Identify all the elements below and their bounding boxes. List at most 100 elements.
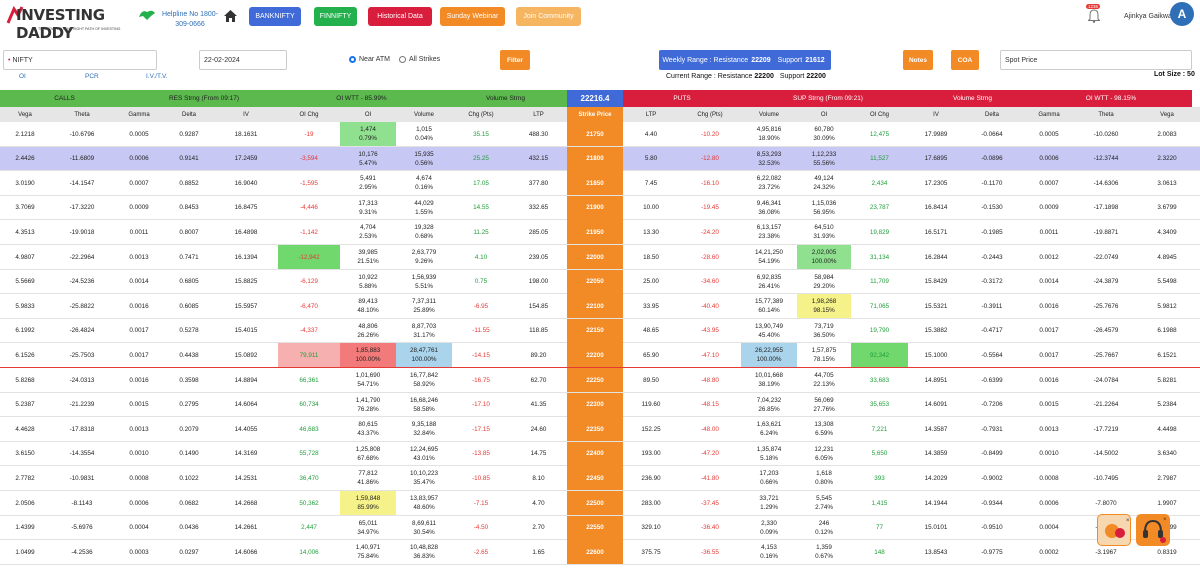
- put-vega-cell: 3.6799: [1134, 196, 1200, 220]
- weekly-resistance: 22209: [751, 56, 771, 64]
- call-oichg-value: -4,446: [300, 204, 318, 212]
- put-iv-value: 16.5171: [924, 228, 948, 236]
- table-row[interactable]: 2.4426 -11.6809 0.0006 0.9141 17.2459 -3,594 1…: [0, 146, 1200, 172]
- table-row[interactable]: 4.9807 -22.2964 0.0013 0.7471 16.1394 -12,942…: [0, 245, 1200, 270]
- put-oi-value: 55.56%: [813, 159, 835, 167]
- col-header-oi-chg: OI Chg: [278, 107, 340, 122]
- home-icon[interactable]: [223, 9, 238, 23]
- coa-button[interactable]: COA: [951, 50, 979, 70]
- filter-button[interactable]: Filter: [500, 50, 530, 70]
- table-row[interactable]: 1.4399 -5.6976 0.0004 0.0436 14.2661 2,447 65,…: [0, 515, 1200, 541]
- call-vol-value: 58.92%: [413, 381, 435, 388]
- date-input[interactable]: 22-02-2024: [199, 50, 287, 70]
- table-row[interactable]: 1.0499 -4.2536 0.0003 0.0297 14.6066 14,006 1,…: [0, 540, 1200, 565]
- table-row[interactable]: 4.4628 -17.8318 0.0013 0.2079 14.4055 46,683 8…: [0, 417, 1200, 442]
- strike-price-cell[interactable]: 21900: [567, 195, 623, 220]
- radio-all-strikes[interactable]: All Strikes: [399, 56, 440, 63]
- chat-widget[interactable]: ×: [1097, 514, 1131, 546]
- strike-price-cell[interactable]: 22350: [567, 417, 623, 442]
- nav-button-sunday-webinar[interactable]: Sunday Webinar: [440, 7, 505, 26]
- put-vol-value: 1.29%: [760, 504, 778, 511]
- link-pcr[interactable]: PCR: [85, 73, 99, 80]
- call-vega-value: 1.0499: [15, 548, 35, 556]
- call-oi-value: 48,806: [358, 322, 378, 330]
- weekly-support-label: Support: [777, 56, 803, 64]
- strike-price-cell[interactable]: 22600: [567, 540, 623, 565]
- user-name[interactable]: Ajinkya Gaikwa: [1124, 13, 1172, 20]
- put-vol-cell: 17,203 0.66%: [741, 466, 797, 490]
- call-gamma-value: 0.0003: [129, 548, 149, 556]
- strike-price-cell[interactable]: 22450: [567, 466, 623, 491]
- put-gamma-value: 0.0004: [1039, 524, 1059, 532]
- call-iv-cell: 18.1631: [214, 122, 278, 146]
- put-chg-cell: -47.10: [679, 343, 741, 367]
- put-gamma-value: 0.0002: [1039, 548, 1059, 556]
- table-row[interactable]: 5.9833 -25.8822 0.0016 0.6085 15.5957 -6,470 8…: [0, 294, 1200, 319]
- call-delta-value: 0.6085: [179, 302, 199, 310]
- table-row[interactable]: 5.5669 -24.5236 0.0014 0.6805 15.8825 -6,129 1…: [0, 269, 1200, 295]
- table-row[interactable]: 2.1218 -10.6796 0.0005 0.9287 18.1631 -19 1,47…: [0, 122, 1200, 147]
- put-delta-value: -0.5564: [981, 351, 1003, 359]
- table-row[interactable]: 5.8268 -24.0313 0.0016 0.3598 14.8894 66,361 1…: [0, 368, 1200, 393]
- put-theta-value: -14.6306: [1093, 179, 1119, 187]
- call-chg-value: 14.55: [473, 204, 489, 212]
- table-row[interactable]: 3.0190 -14.1547 0.0007 0.8852 16.9040 -1,595 5…: [0, 171, 1200, 196]
- logo[interactable]: INVESTING DADDY TO SHOW YOU THE RIGHT PA…: [6, 3, 156, 42]
- table-row[interactable]: 2.7782 -10.9831 0.0008 0.1022 14.2531 36,470 7…: [0, 466, 1200, 491]
- notification-bell-icon[interactable]: 1236: [1086, 4, 1101, 23]
- put-theta-cell: -24.0784: [1078, 368, 1134, 392]
- avatar[interactable]: A: [1170, 2, 1194, 26]
- spot-price-input[interactable]: Spot Price: [1000, 50, 1192, 70]
- link-iv-tv[interactable]: I.V./T.V.: [146, 73, 168, 80]
- strike-price-cell[interactable]: 22150: [567, 318, 623, 343]
- radio-near-atm[interactable]: Near ATM: [349, 56, 390, 63]
- table-row[interactable]: 6.1992 -26.4824 0.0017 0.5278 15.4015 -4,337 4…: [0, 318, 1200, 344]
- call-iv-cell: 15.5957: [214, 294, 278, 318]
- nav-button-finnifty[interactable]: FINNIFTY: [314, 7, 357, 26]
- put-oi-value: 27.76%: [813, 405, 835, 413]
- call-ltp-value: 62.70: [530, 376, 547, 384]
- support-widget[interactable]: ×: [1136, 514, 1170, 546]
- strike-price-cell[interactable]: 22200: [567, 343, 623, 368]
- call-delta-cell: 0.0297: [164, 540, 214, 564]
- put-iv-value: 16.8414: [924, 204, 948, 212]
- put-ltp-cell: 33.95: [623, 294, 679, 318]
- table-row[interactable]: 5.2387 -21.2239 0.0015 0.2795 14.6064 60,734 1…: [0, 392, 1200, 418]
- weekly-label: Weekly Range : Resistance: [662, 56, 749, 64]
- call-iv-cell: 14.3169: [214, 442, 278, 466]
- call-gamma-value: 0.0010: [129, 450, 149, 458]
- notes-button[interactable]: Notes: [903, 50, 933, 70]
- put-theta-cell: -21.2264: [1078, 393, 1134, 417]
- call-oichg-cell: -4,446: [278, 196, 340, 220]
- nav-button-historical-data[interactable]: Historical Data: [368, 7, 432, 26]
- table-row[interactable]: 2.0506 -8.1143 0.0006 0.0682 14.2668 50,362 1,…: [0, 491, 1200, 516]
- strike-price-cell[interactable]: 21800: [567, 146, 623, 171]
- link-oi[interactable]: OI: [19, 73, 26, 80]
- put-theta-value: -25.7667: [1093, 351, 1119, 359]
- call-vega-cell: 4.4628: [0, 417, 50, 441]
- nav-button-banknifty[interactable]: BANKNIFTY: [249, 7, 301, 26]
- headset-icon: ×: [1143, 517, 1167, 543]
- put-ltp-cell: 7.45: [623, 171, 679, 195]
- table-row[interactable]: 3.7069 -17.3220 0.0009 0.8453 16.8475 -4,446 1…: [0, 195, 1200, 221]
- table-row[interactable]: 4.3513 -19.9018 0.0011 0.8007 16.4898 -1,142 4…: [0, 220, 1200, 245]
- call-ltp-value: 154.85: [528, 302, 549, 310]
- table-row[interactable]: 3.6150 -14.3554 0.0010 0.1490 14.3169 55,728 1…: [0, 441, 1200, 467]
- strike-price-cell[interactable]: 22100: [567, 294, 623, 319]
- put-ltp-value: 193.00: [641, 450, 661, 458]
- put-oi-cell: 1,12,233 55.56%: [797, 147, 851, 171]
- strike-price-cell[interactable]: 21850: [567, 171, 623, 196]
- strike-price-cell[interactable]: 22550: [567, 515, 623, 540]
- strike-price-cell[interactable]: 22500: [567, 491, 623, 515]
- strike-price-cell[interactable]: 22250: [567, 368, 623, 392]
- symbol-select[interactable]: • NIFTY: [3, 50, 157, 70]
- strike-price-cell[interactable]: 22300: [567, 392, 623, 417]
- strike-price-cell[interactable]: 22050: [567, 269, 623, 294]
- strike-price-cell[interactable]: 21950: [567, 220, 623, 245]
- table-row[interactable]: 6.1526 -25.7503 0.0017 0.4438 15.0892 79,911 1…: [0, 343, 1200, 368]
- put-theta-cell: -24.3879: [1078, 270, 1134, 294]
- strike-price-cell[interactable]: 22000: [567, 245, 623, 269]
- strike-price-cell[interactable]: 21750: [567, 122, 623, 146]
- nav-button-join-community[interactable]: Join Community: [516, 7, 581, 26]
- strike-price-cell[interactable]: 22400: [567, 441, 623, 466]
